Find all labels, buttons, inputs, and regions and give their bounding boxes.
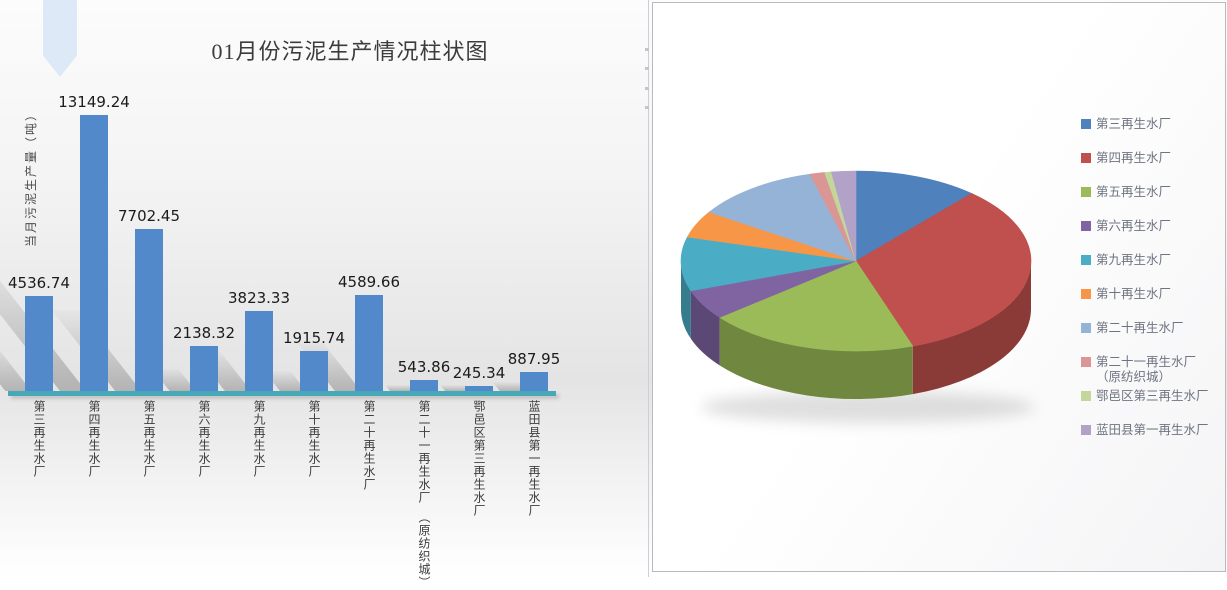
legend-label-line2: （原纺织城） [1096,370,1172,384]
pie-slice-蓝田县第一再生水厂 [830,170,857,262]
divider-tick [645,48,649,51]
legend-item-第二十再生水厂: 第二十再生水厂 [1081,321,1184,336]
divider-tick [645,87,649,90]
divider-tick [645,67,649,70]
bar-第二十再生水厂 [355,294,383,391]
legend-item-第二十一再生水厂: 第二十一再生水厂 （原纺织城） [1081,355,1196,385]
bar-value-label: 245.34 [452,363,506,382]
bar-category-label: 第三再生水厂 [32,400,46,478]
legend-item-鄂邑区第三再生水厂: 鄂邑区第三再生水厂 [1081,389,1209,404]
bar-category-label: 第六再生水厂 [197,400,211,478]
bar-value-label: 4536.74 [7,273,71,292]
legend-label: 鄂邑区第三再生水厂 [1096,389,1209,403]
bar-category-label: 第二十再生水厂 [362,400,376,491]
legend-item-第四再生水厂: 第四再生水厂 [1081,151,1171,166]
legend-swatch-icon [1081,323,1091,333]
bar-value-label: 543.86 [397,357,451,376]
legend-swatch-icon [1081,255,1091,265]
bar-value-label: 7702.45 [117,207,181,226]
bar-category-label: 鄂邑区第三再生水厂 [472,400,486,517]
legend-item-第三再生水厂: 第三再生水厂 [1081,117,1171,132]
legend-label: 第三再生水厂 [1096,117,1172,131]
bar-value-label: 1915.74 [282,328,346,347]
pie-chart [680,170,1035,423]
pie-slice-side-第四再生水厂 [912,261,1031,395]
vertical-divider [648,0,649,577]
pie-slice-第四再生水厂 [855,193,1032,347]
bar-value-label: 3823.33 [227,288,291,307]
legend-label: 第四再生水厂 [1096,151,1172,165]
legend-label: 蓝田县第一再生水厂 [1096,423,1209,437]
bar-chart-y-axis-label: 当月污泥生产量（吨） [24,107,38,248]
bar-category-label: 第五再生水厂 [142,400,156,478]
pie-slice-side-第五再生水厂 [719,317,913,399]
bar-第二十一再生水厂（原纺织城） [410,379,438,391]
legend-label: 第十再生水厂 [1096,287,1172,301]
bar-category-label: 第九再生水厂 [252,400,266,478]
pie-shadow [701,391,1035,423]
legend-label: 第九再生水厂 [1096,253,1172,267]
legend-item-第九再生水厂: 第九再生水厂 [1081,253,1171,268]
legend-label: 第二十一再生水厂 [1096,355,1197,369]
bar-chart-baseline [8,391,556,396]
legend-label: 第六再生水厂 [1096,219,1172,233]
legend-swatch-icon [1081,187,1091,197]
pie-slice-第三再生水厂 [855,170,973,262]
bar-category-label: 第四再生水厂 [87,400,101,478]
pie-slice-第九再生水厂 [680,236,857,292]
legend-item-第五再生水厂: 第五再生水厂 [1081,185,1171,200]
legend-swatch-icon [1081,425,1091,435]
legend-swatch-icon [1081,289,1091,299]
down-arrow-icon [43,0,77,77]
bar-value-label: 13149.24 [58,93,130,111]
bar-value-label: 4589.66 [337,272,401,291]
pie-slice-第五再生水厂 [718,260,914,352]
legend-swatch-icon [1081,119,1091,129]
bar-第五再生水厂 [135,229,163,391]
bar-蓝田县第一再生水厂 [520,372,548,391]
bar-第九再生水厂 [245,310,273,391]
pie-slice-第二十再生水厂 [708,173,857,262]
bar-category-label: 蓝田县第一再生水厂 [527,400,541,517]
pie-slice-side-第六再生水厂 [690,290,720,366]
pie-chart-panel: 第三再生水厂 第四再生水厂 第五再生水厂 第六再生水厂 第九再生水厂 第十再生水厂 第二十再… [652,2,1226,572]
legend-label: 第五再生水厂 [1096,185,1172,199]
legend-item-第十再生水厂: 第十再生水厂 [1081,287,1171,302]
pie-slice-side-第九再生水厂 [681,261,691,339]
bar-第三再生水厂 [25,295,53,391]
legend-label: 第二十再生水厂 [1096,321,1184,335]
legend-swatch-icon [1081,391,1091,401]
legend-swatch-icon [1081,153,1091,163]
bar-第四再生水厂 [80,115,108,391]
legend-swatch-icon [1081,357,1091,367]
legend-item-蓝田县第一再生水厂: 蓝田县第一再生水厂 [1081,423,1209,438]
bar-category-label: 第十再生水厂 [307,400,321,478]
bar-value-label: 2138.32 [172,324,236,343]
bar-value-label: 887.95 [507,350,561,369]
bar-category-label: 第二十一再生水厂 （原纺织城） [417,400,431,589]
divider-tick [645,106,649,109]
bar-第六再生水厂 [190,346,218,391]
legend-item-第六再生水厂: 第六再生水厂 [1081,219,1171,234]
bar-chart-title: 01月份污泥生产情况柱状图 [211,39,489,64]
bar-鄂邑区第三再生水厂 [465,385,493,391]
bar-第十再生水厂 [300,350,328,391]
legend-swatch-icon [1081,221,1091,231]
